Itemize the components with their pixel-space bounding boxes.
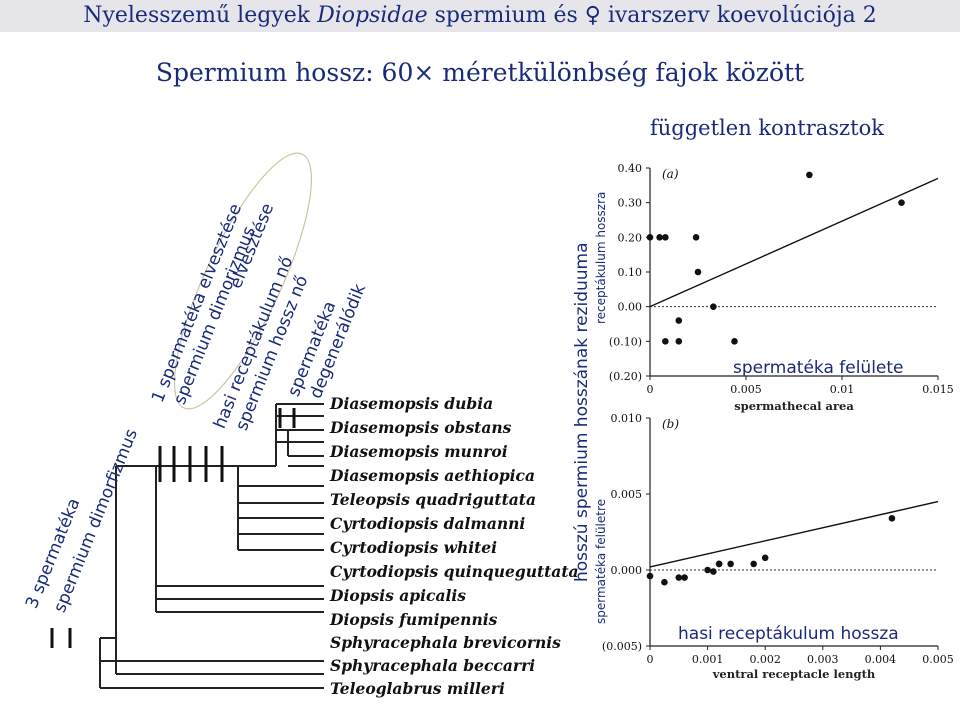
data-point [646, 572, 654, 580]
data-point [675, 574, 683, 581]
species-label: Diasemopsis obstans [330, 418, 512, 437]
data-point [662, 338, 669, 345]
phylogeny-tree [50, 152, 324, 689]
x-tick-label: 0.002 [749, 653, 781, 666]
data-point [888, 515, 896, 522]
x-tick-label: 0.001 [692, 653, 724, 666]
y-tick-label: 0.40 [618, 162, 643, 175]
data-point [731, 338, 738, 345]
y-tick-label: 0.20 [618, 231, 643, 244]
scatter-plots: 0.40 0.30 0.20 0.10 0.00 (0.10) (0.20) 0 0.005 0.… [602, 162, 954, 681]
x-tick-label: 0.004 [865, 653, 897, 666]
y-tick-label: (0.20) [609, 370, 642, 383]
contrast-label: független kontrasztok [650, 116, 884, 140]
species-label: Sphyracephala beccarri [330, 656, 536, 675]
data-point [675, 338, 683, 345]
title-taxon: Diopsidae [317, 3, 428, 28]
x-tick-label: 0 [647, 653, 654, 666]
x-tick-label: 0 [647, 383, 654, 396]
y-tick-label: (0.005) [602, 640, 642, 653]
data-point [710, 568, 717, 575]
slide-title: Nyelesszemű legyek Diopsidae spermium és… [0, 0, 960, 32]
regression-line [649, 177, 939, 308]
data-point [692, 234, 700, 241]
data-point [898, 199, 905, 206]
slide-subtitle: Spermium hossz: 60× méretkülönbség fajok… [155, 58, 805, 87]
data-point [656, 234, 663, 241]
data-point [727, 560, 734, 568]
y-tick-label: 0.000 [611, 564, 643, 577]
data-point [715, 560, 723, 568]
x-tick-label: 0.015 [922, 383, 954, 396]
species-label: Sphyracephala brevicornis [330, 633, 561, 652]
species-label: Diasemopsis dubia [330, 394, 494, 413]
x-tick-label: 0.005 [922, 653, 954, 666]
y-tick-label: 0.30 [618, 197, 643, 210]
data-point [694, 268, 702, 276]
species-label: Cyrtodiopsis quinqueguttata [330, 562, 579, 581]
title-prefix: Nyelesszemű legyek [83, 3, 318, 28]
species-label: Diopsis fumipennis [330, 610, 498, 629]
overlay-spermatheca-area: spermatéka felülete [733, 358, 904, 378]
species-label: Cyrtodiopsis dalmanni [330, 514, 526, 533]
y-tick-label: 0.10 [618, 266, 643, 279]
data-point [704, 566, 711, 574]
species-label: Diasemopsis aethiopica [330, 466, 536, 485]
panel-label: (a) [662, 167, 679, 181]
data-point [661, 578, 668, 586]
title-suffix: spermium és ♀ ivarszerv koevolúciója 2 [427, 3, 877, 28]
x-axis-label: ventral receptacle length [712, 667, 876, 681]
x-axis-label: spermathecal area [734, 399, 854, 413]
y-tick-label: 0.005 [611, 488, 643, 501]
data-point [750, 560, 757, 568]
panel-label: (b) [662, 417, 679, 431]
species-label: Diasemopsis munroi [330, 442, 508, 461]
species-label: Cyrtodiopsis whitei [330, 538, 498, 557]
species-label: Teleoglabrus milleri [330, 679, 505, 698]
y-tick-label: 0.010 [611, 412, 643, 425]
data-point [675, 317, 683, 324]
data-point [646, 234, 654, 241]
regression-line [649, 500, 939, 568]
species-label: Teleopsis quadriguttata [330, 490, 536, 509]
x-tick-label: 0.003 [807, 653, 839, 666]
data-point [662, 234, 669, 241]
x-tick-label: 0.005 [730, 383, 762, 396]
data-point [681, 574, 688, 581]
data-point [761, 554, 769, 562]
species-label: Diopsis apicalis [330, 586, 466, 605]
x-tick-label: 0.01 [830, 383, 855, 396]
y-tick-label: (0.10) [609, 335, 642, 348]
data-point [806, 171, 813, 179]
data-point [710, 303, 717, 310]
overlay-receptacle-length: hasi receptákulum hossza [678, 624, 899, 644]
figure-panel: 3 spermatéka spermium dimorfizmus 1 sper… [8, 146, 958, 708]
y-tick-label: 0.00 [618, 301, 643, 314]
